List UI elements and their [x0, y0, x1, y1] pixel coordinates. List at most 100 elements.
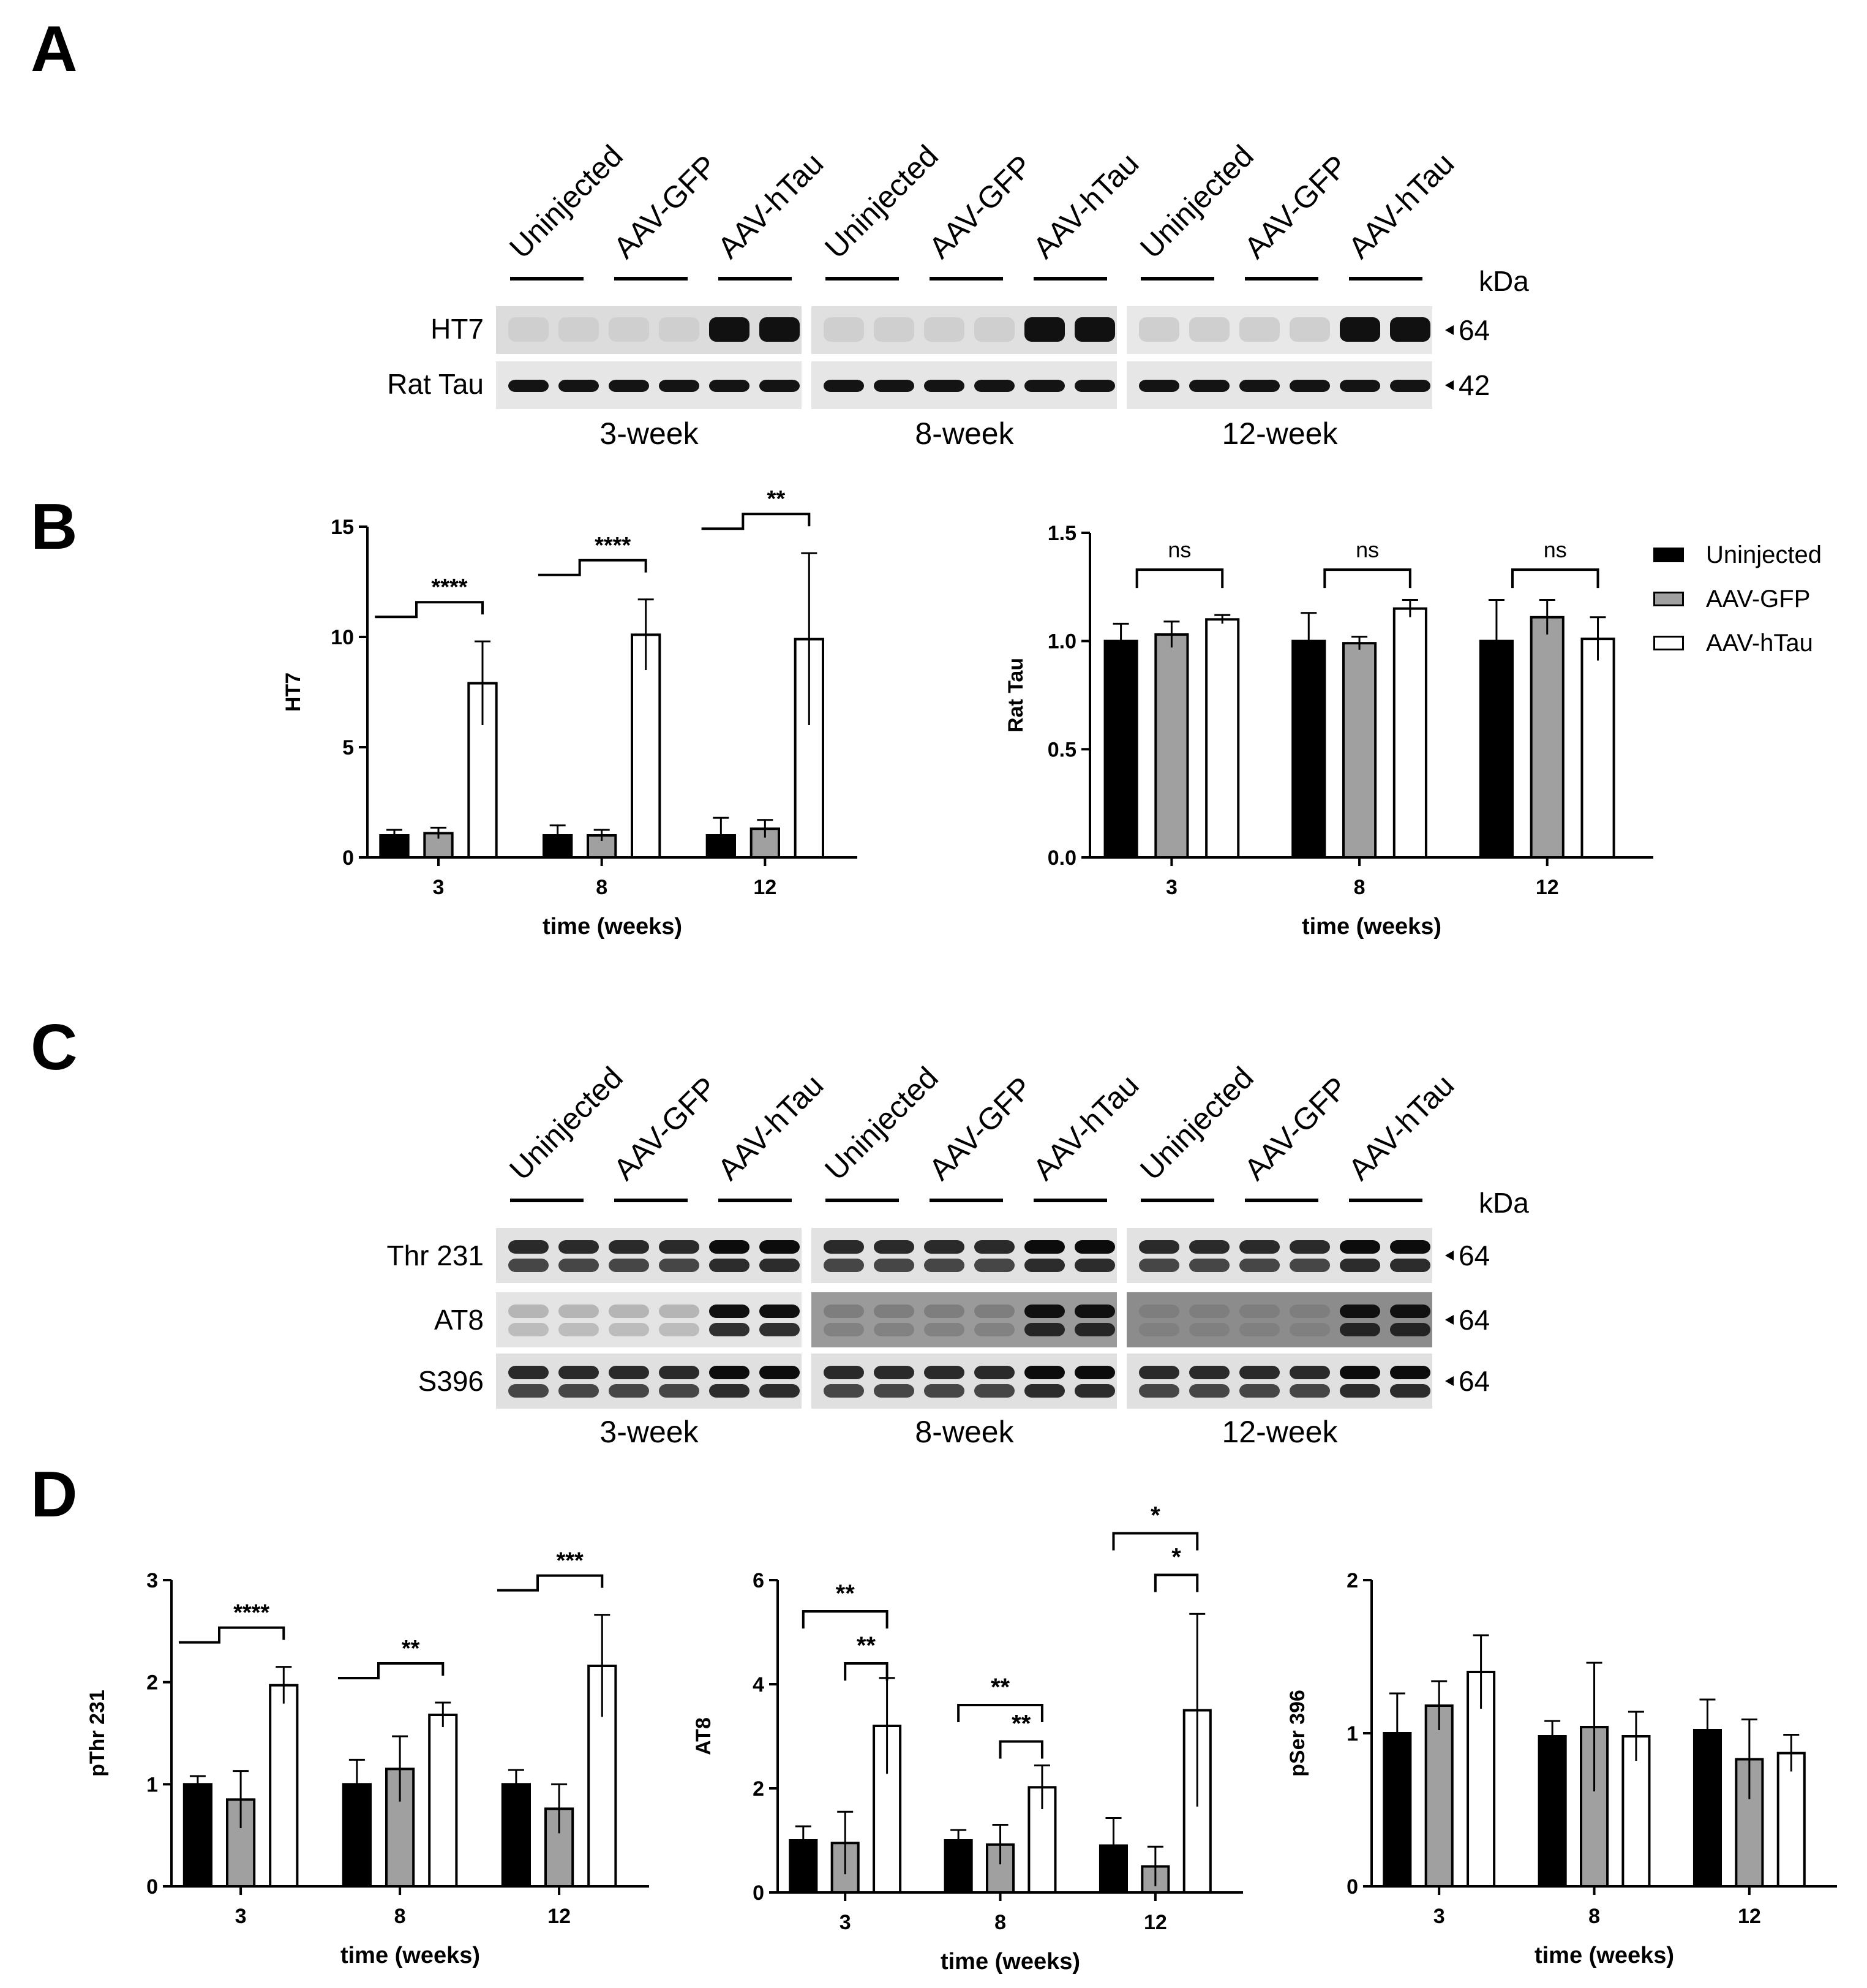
blot-band	[874, 1305, 914, 1318]
blot-band	[924, 380, 964, 392]
kda-size-label: 64	[1459, 1240, 1490, 1271]
x-tick-label-12: 12	[1536, 876, 1559, 899]
blot-band	[1075, 1366, 1115, 1379]
blot-band	[508, 1366, 549, 1379]
x-tick-label-8: 8	[394, 1905, 406, 1928]
bar-uninjected-8	[1291, 639, 1326, 859]
x-axis-label: time (weeks)	[543, 914, 682, 939]
significance-bracket	[1511, 568, 1599, 589]
significance-bracket	[1135, 568, 1224, 589]
blot-band	[558, 1323, 599, 1336]
blot-band	[924, 1384, 964, 1398]
blot-band	[1390, 1384, 1430, 1398]
y-tick-label: 1	[1347, 1722, 1358, 1745]
blot-row-label-s396: S396	[418, 1365, 484, 1397]
blot-strip	[496, 1292, 802, 1347]
bar-uninjected-8	[1538, 1735, 1567, 1888]
blot-strip	[811, 1292, 1117, 1347]
blot-band	[1024, 380, 1065, 392]
y-tick-label: 10	[331, 626, 354, 649]
blot-band	[824, 1323, 864, 1336]
blot-band	[874, 380, 914, 392]
blot-band	[1340, 1366, 1380, 1379]
x-tick-label-12: 12	[547, 1905, 571, 1928]
x-tick-label-8: 8	[596, 876, 607, 899]
bar-uninjected-3	[1103, 639, 1138, 859]
chart-legend: Uninjected AAV-GFP AAV-hTau	[1653, 533, 1861, 665]
kda-size-label: 64	[1459, 1365, 1490, 1397]
y-axis-label: pThr 231	[86, 1690, 109, 1777]
x-tick-label-12: 12	[1144, 1911, 1167, 1934]
blot-band	[659, 1366, 699, 1379]
blot-band	[508, 317, 549, 342]
blot-band	[759, 317, 800, 342]
blot-row-label-thr-231: Thr 231	[386, 1240, 484, 1271]
bar-aav-htau-8	[1621, 1735, 1651, 1888]
panel-letter-a: A	[31, 13, 78, 85]
significance-label: **	[402, 1636, 420, 1662]
blot-band	[1239, 1259, 1280, 1272]
blot-band	[924, 1366, 964, 1379]
blot-band	[874, 1366, 914, 1379]
blot-band	[1075, 1240, 1115, 1254]
bar-aav-gfp-3	[1154, 633, 1189, 859]
blot-band	[874, 1259, 914, 1272]
blot-band	[974, 317, 1015, 342]
blot-c-figure: UninjectedAAV-GFPAAV-hTauUninjectedAAV-G…	[386, 1060, 1529, 1449]
blot-band	[1139, 380, 1179, 392]
legend-swatch-aav-gfp	[1653, 592, 1684, 606]
blot-band	[1189, 1366, 1230, 1379]
blot-band	[1189, 1323, 1230, 1336]
y-tick-label: 3	[146, 1569, 158, 1592]
legend-item-aav-gfp: AAV-GFP	[1653, 577, 1861, 621]
blot-band	[1075, 380, 1115, 392]
blot-band	[974, 380, 1015, 392]
x-tick-label-3: 3	[433, 876, 445, 899]
blot-band	[1340, 1384, 1380, 1398]
blot-band	[824, 1259, 864, 1272]
blot-band	[1290, 1240, 1330, 1254]
y-tick-label: 6	[753, 1569, 764, 1592]
blot-strip	[1127, 1292, 1432, 1347]
y-tick-label: 5	[342, 736, 354, 759]
blot-band	[1024, 1323, 1065, 1336]
blot-band	[609, 317, 649, 342]
blot-band	[974, 1366, 1015, 1379]
blot-panel-a: Uninjected AAV-GFP AAV-hTau Uninjected AAV-G…	[343, 110, 1568, 478]
chart-d-at8: 0 2 4 6 AT8 3 8 12 time (weeks) ** ** ** ** * *	[686, 1488, 1268, 1984]
x-tick-label-8: 8	[1354, 876, 1366, 899]
bar-aav-htau-8	[428, 1714, 458, 1888]
y-axis-label: AT8	[692, 1717, 715, 1755]
lane-label-aav-htau: AAV-hTau	[1342, 146, 1460, 265]
blot-strip	[496, 1228, 802, 1283]
y-tick-label: 0.0	[1048, 846, 1076, 870]
blot-band	[1024, 1384, 1065, 1398]
chart-d-pthr231: 0 1 2 3 pThr 231 3 8 12 time (weeks) **** ** ***	[80, 1513, 661, 1984]
lane-label-uninjected: Uninjected	[1133, 138, 1260, 265]
y-tick-label: 2	[146, 1671, 158, 1695]
blot-band	[609, 1323, 649, 1336]
bar-aav-gfp-8	[1342, 642, 1377, 859]
bar-aav-htau-12	[1776, 1752, 1806, 1888]
x-tick-label-12: 12	[753, 876, 776, 899]
blot-band	[1390, 1240, 1430, 1254]
blot-band	[1075, 1323, 1115, 1336]
x-tick-label-8: 8	[994, 1911, 1006, 1934]
significance-bracket	[844, 1662, 888, 1681]
y-axis-label: Rat Tau	[1004, 658, 1027, 732]
y-tick-label: 0	[1347, 1875, 1358, 1899]
y-tick-label: 4	[753, 1673, 764, 1696]
lane-label-aav-htau: AAV-hTau	[711, 146, 830, 265]
y-tick-label: 0	[342, 846, 354, 870]
blot-band	[759, 1259, 800, 1272]
blot-band	[759, 1305, 800, 1318]
timepoint-label-8-week: 8-week	[915, 416, 1014, 451]
blot-band	[824, 1384, 864, 1398]
blot-strip	[811, 1228, 1117, 1283]
x-axis-label: time (weeks)	[941, 1949, 1080, 1975]
blot-band	[924, 1240, 964, 1254]
blot-panel-c: Uninjected AAV-GFP AAV-hTau Uninjected AAV-G…	[343, 1017, 1568, 1458]
marker-arrow	[1445, 1376, 1454, 1386]
blot-band	[1189, 1384, 1230, 1398]
blot-strip	[1127, 1228, 1432, 1283]
